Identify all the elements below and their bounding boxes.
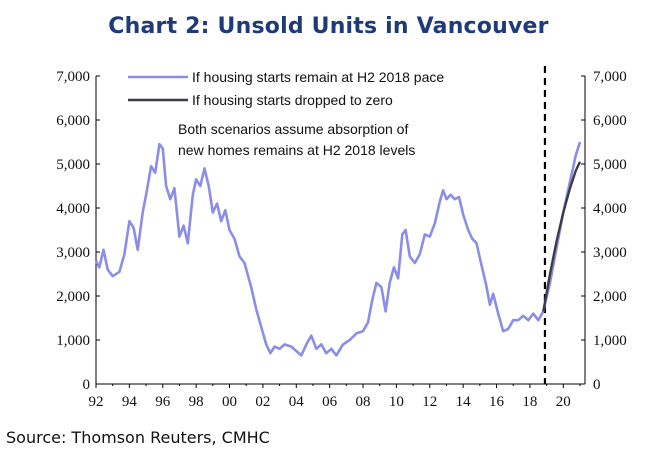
x-tick-label: 08 [356,394,371,410]
x-tick-label: 02 [255,394,270,410]
y-tick-label-right: 2,000 [593,289,627,305]
x-tick-label: 12 [422,394,437,410]
legend-label: If housing starts remain at H2 2018 pace [192,69,444,85]
x-axis: 92 94 96 98 00 02 04 06 08 10 12 14 16 18 20 [89,384,581,410]
x-tick-label: 20 [556,394,571,410]
annotation-line: Both scenarios assume absorption of [178,121,408,137]
y-tick-label-right: 3,000 [593,245,627,261]
legend-label: If housing starts dropped to zero [192,92,393,108]
x-tick-label: 04 [289,394,305,410]
x-tick-label: 18 [522,394,537,410]
y-tick-label-left: 6,000 [56,113,90,129]
y-tick-label-left: 4,000 [56,201,90,217]
y-tick-label-right: 4,000 [593,201,627,217]
y-axis-right: 0 1,000 2,000 3,000 4,000 5,000 6,000 7,000 [581,69,627,393]
x-tick-label: 14 [456,394,472,410]
y-tick-label-right: 6,000 [593,113,627,129]
y-tick-label-left: 2,000 [56,289,90,305]
series-line-current-pace [94,141,582,357]
annotation: Both scenarios assume absorption of new h… [178,121,415,158]
y-tick-label-left: 7,000 [56,69,90,85]
x-tick-label: 16 [489,394,505,410]
y-tick-label-left: 0 [83,377,91,393]
chart-title: Chart 2: Unsold Units in Vancouver [108,14,549,39]
x-tick-label: 00 [222,394,237,410]
y-axis-left: 0 1,000 2,000 3,000 4,000 5,000 6,000 7,000 [56,69,100,393]
x-tick-label: 92 [89,394,104,410]
y-tick-label-right: 5,000 [593,157,627,173]
x-tick-label: 98 [189,394,204,410]
x-tick-label: 06 [322,394,338,410]
x-tick-label: 10 [389,394,404,410]
x-tick-label: 94 [122,394,138,410]
series-group [94,66,582,384]
annotation-line: new homes remains at H2 2018 levels [178,142,415,158]
legend: If housing starts remain at H2 2018 pace… [128,69,444,108]
y-tick-label-right: 0 [593,377,601,393]
y-tick-label-left: 3,000 [56,245,90,261]
x-tick-label: 96 [155,394,171,410]
plot-frame [95,76,586,385]
series-line-zero-starts [542,161,582,312]
y-tick-label-left: 5,000 [56,157,90,173]
y-tick-label-right: 1,000 [593,333,627,349]
y-tick-label-right: 7,000 [593,69,627,85]
source-note: Source: Thomson Reuters, CMHC [6,428,270,447]
y-tick-label-left: 1,000 [56,333,90,349]
